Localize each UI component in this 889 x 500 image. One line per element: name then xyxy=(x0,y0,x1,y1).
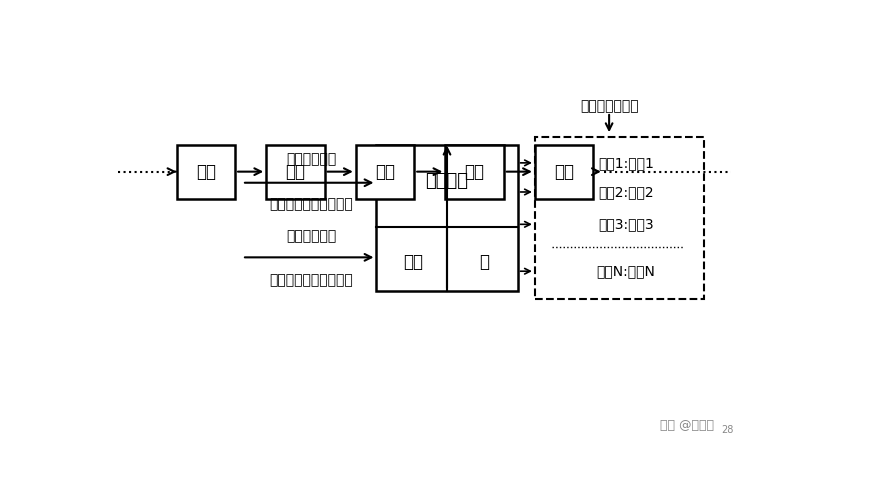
Bar xyxy=(177,144,235,199)
Text: 条件N:响应N: 条件N:响应N xyxy=(597,264,655,278)
Text: 区块: 区块 xyxy=(554,162,574,180)
Bar xyxy=(376,144,517,291)
Text: 区块: 区块 xyxy=(465,162,485,180)
Bar xyxy=(356,144,414,199)
Bar xyxy=(266,144,324,199)
Text: 预置响应规则: 预置响应规则 xyxy=(285,229,336,243)
Text: 区块: 区块 xyxy=(285,162,306,180)
Text: 条件1:响应1: 条件1:响应1 xyxy=(598,156,654,170)
Text: 区块: 区块 xyxy=(196,162,216,180)
Text: 状态: 状态 xyxy=(403,252,423,270)
Text: 智能合约: 智能合约 xyxy=(426,172,469,190)
Text: 知乎 @刘启林: 知乎 @刘启林 xyxy=(660,418,714,432)
Text: 条件2:响应2: 条件2:响应2 xyxy=(598,185,653,199)
Text: 值: 值 xyxy=(478,252,489,270)
Text: 预置触发条件: 预置触发条件 xyxy=(285,152,336,166)
Bar xyxy=(445,144,504,199)
Bar xyxy=(535,144,594,199)
Text: 条件3:响应3: 条件3:响应3 xyxy=(598,218,653,232)
Text: （特定时间、事件等）: （特定时间、事件等） xyxy=(269,197,353,211)
Text: 区块: 区块 xyxy=(375,162,395,180)
Text: 外部检查数据源: 外部检查数据源 xyxy=(580,99,638,113)
Text: （特定交易、动作等）: （特定交易、动作等） xyxy=(269,274,353,287)
Text: 28: 28 xyxy=(722,426,734,436)
Bar xyxy=(535,137,704,298)
